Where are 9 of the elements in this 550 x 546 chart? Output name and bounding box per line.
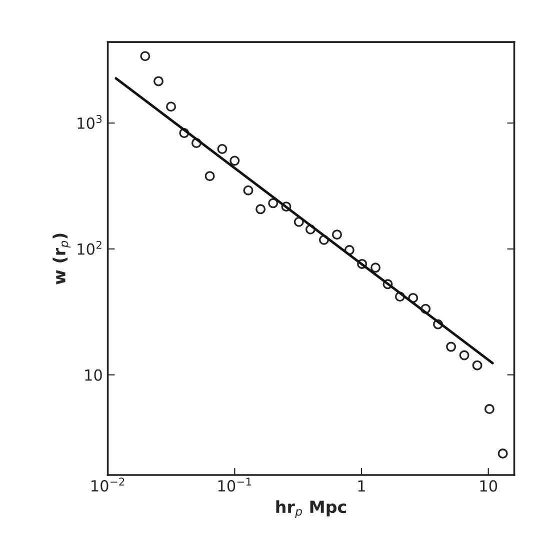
x-tick-label: 10$^{−1}$ <box>218 478 252 492</box>
x-tick-label: 10$^{−2}$ <box>92 478 124 492</box>
y-tick-label: 10 <box>85 369 102 381</box>
x-tick-label: 10 <box>480 480 498 492</box>
y-tick-label: 10$^{3}$ <box>78 114 102 129</box>
y-tick-label: 10$^{2}$ <box>78 240 102 255</box>
y-axis-title: w (r$_{p}$) <box>52 234 70 284</box>
x-tick-label: 1 <box>358 480 365 492</box>
x-axis-title: hr$_{p}$ Mpc <box>276 500 346 518</box>
